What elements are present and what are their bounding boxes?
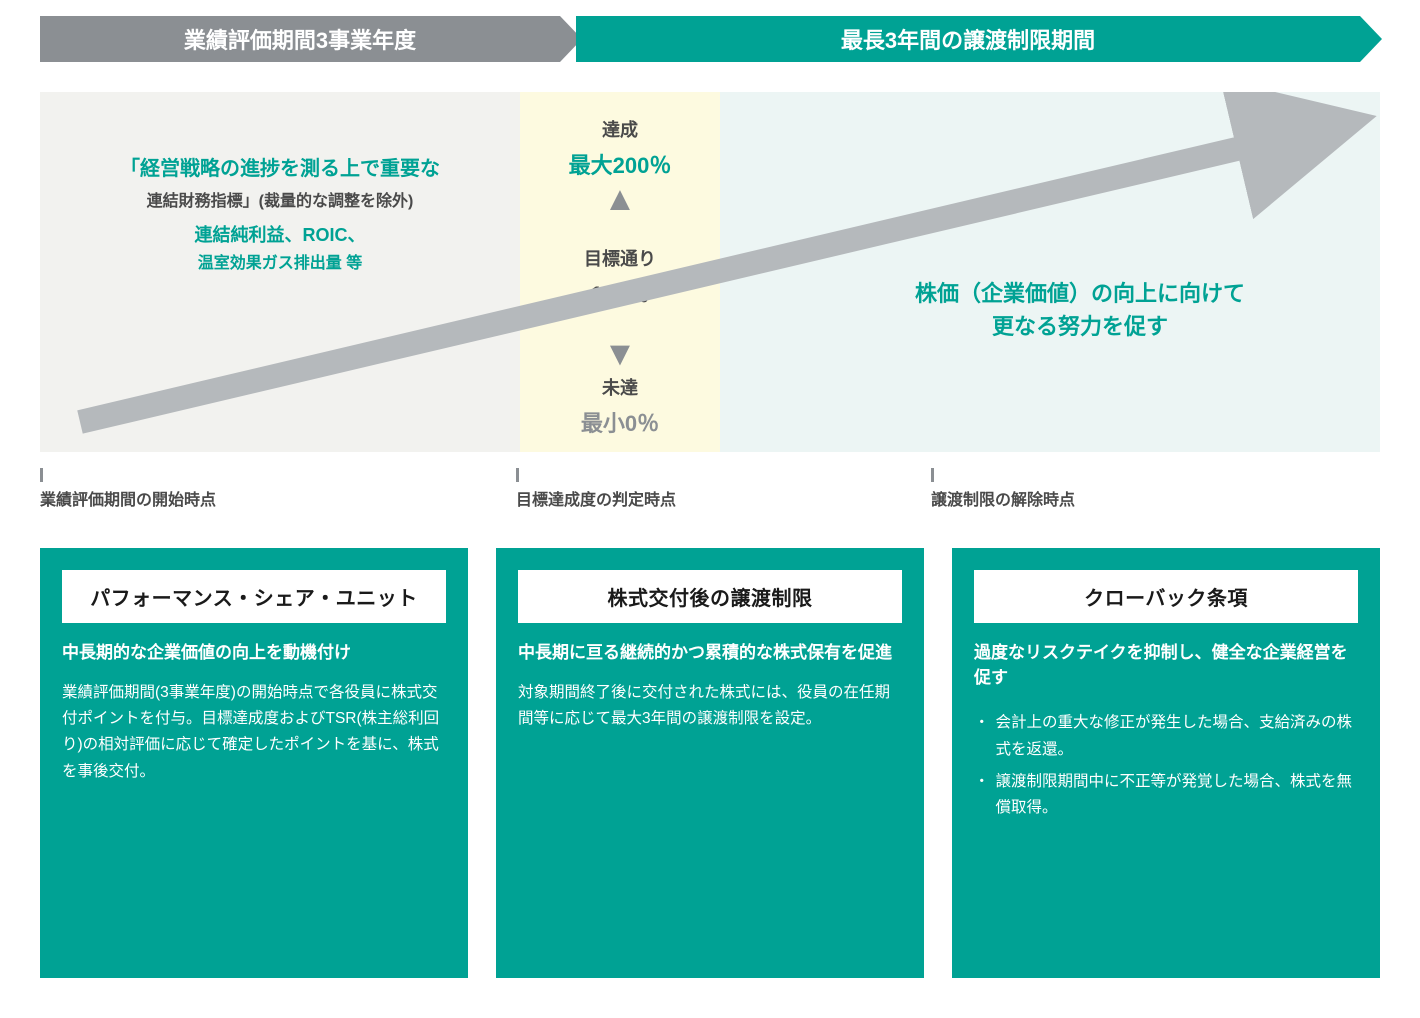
chart-right-panel: 株価（企業価値）の向上に向けて 更なる努力を促す [720, 92, 1380, 452]
axis-row: 業績評価期間の開始時点 目標達成度の判定時点 譲渡制限の解除時点 [40, 468, 1380, 528]
center-mid-value: 100％ [591, 277, 650, 309]
cards-row: パフォーマンス・シェア・ユニット 中長期的な企業価値の向上を動機付け 業績評価期… [40, 548, 1380, 978]
center-mid-label: 目標通り [584, 245, 656, 271]
card-0: パフォーマンス・シェア・ユニット 中長期的な企業価値の向上を動機付け 業績評価期… [40, 548, 468, 978]
card-0-body: 業績評価期間(3事業年度)の開始時点で各役員に株式交付ポイントを付与。目標達成度… [62, 680, 446, 785]
header-right-segment: 最長3年間の譲渡制限期間 [576, 16, 1360, 62]
card-1-title: 株式交付後の譲渡制限 [518, 570, 902, 623]
center-bot-label: 未達 [602, 374, 638, 400]
card-1-subtitle: 中長期に亘る継続的かつ累積的な株式保有を促進 [518, 641, 902, 666]
card-1-body: 対象期間終了後に交付された株式には、役員の在任期間等に応じて最大3年間の譲渡制限… [518, 680, 902, 733]
axis-tick-label-2: 譲渡制限の解除時点 [931, 486, 1075, 510]
center-bot-value: 最小0％ [581, 406, 659, 438]
axis-tick-2: 譲渡制限の解除時点 [931, 468, 1075, 528]
right-note-line2: 更なる努力を促す [820, 310, 1340, 343]
left-note-line3: 連結純利益、ROIC、 [80, 221, 480, 247]
axis-tick-0: 業績評価期間の開始時点 [40, 468, 216, 528]
left-note: 「経営戦略の進捗を測る上で重要な 連結財務指標」(裁量的な調整を除外) 連結純利… [80, 152, 480, 273]
card-2-bullet-0: 会計上の重大な修正が発生した場合、支給済みの株式を返還。 [996, 710, 1358, 763]
card-2: クローバック条項 過度なリスクテイクを抑制し、健全な企業経営を促す ・会計上の重… [952, 548, 1380, 978]
center-top-label: 達成 [602, 116, 638, 142]
header-left-label: 業績評価期間3事業年度 [184, 23, 416, 55]
left-note-line1: 「経営戦略の進捗を測る上で重要な [80, 152, 480, 181]
header-left-segment: 業績評価期間3事業年度 [40, 16, 560, 62]
axis-tick-1: 目標達成度の判定時点 [516, 468, 676, 528]
center-indicator: 達成 最大200％ ▲ 目標通り 100％ ▼ 未達 最小0％ [520, 116, 720, 438]
right-note-line1: 株価（企業価値）の向上に向けて [820, 277, 1340, 310]
card-2-title: クローバック条項 [974, 570, 1358, 623]
header-bar: 業績評価期間3事業年度 最長3年間の譲渡制限期間 [40, 16, 1380, 76]
right-note: 株価（企業価値）の向上に向けて 更なる努力を促す [820, 277, 1340, 343]
card-2-bullet-1: 譲渡制限期間中に不正等が発覚した場合、株式を無償取得。 [996, 769, 1358, 822]
header-right-label: 最長3年間の譲渡制限期間 [841, 23, 1095, 55]
arrow-up-icon: ▲ [603, 186, 637, 213]
left-note-line2: 連結財務指標」(裁量的な調整を除外) [80, 187, 480, 211]
axis-tick-label-0: 業績評価期間の開始時点 [40, 486, 216, 510]
arrow-down-icon: ▼ [603, 341, 637, 368]
card-1: 株式交付後の譲渡制限 中長期に亘る継続的かつ累積的な株式保有を促進 対象期間終了… [496, 548, 924, 978]
axis-tick-label-1: 目標達成度の判定時点 [516, 486, 676, 510]
card-0-title: パフォーマンス・シェア・ユニット [62, 570, 446, 623]
left-note-line4: 温室効果ガス排出量 等 [80, 249, 480, 273]
chart-center-panel: 達成 最大200％ ▲ 目標通り 100％ ▼ 未達 最小0％ [520, 92, 720, 452]
card-2-subtitle: 過度なリスクテイクを抑制し、健全な企業経営を促す [974, 641, 1358, 690]
chart-area: 「経営戦略の進捗を測る上で重要な 連結財務指標」(裁量的な調整を除外) 連結純利… [40, 92, 1380, 452]
chart-left-panel: 「経営戦略の進捗を測る上で重要な 連結財務指標」(裁量的な調整を除外) 連結純利… [40, 92, 520, 452]
card-2-body: ・会計上の重大な修正が発生した場合、支給済みの株式を返還。 ・譲渡制限期間中に不… [974, 704, 1358, 821]
card-0-subtitle: 中長期的な企業価値の向上を動機付け [62, 641, 446, 666]
center-top-value: 最大200％ [569, 148, 672, 180]
